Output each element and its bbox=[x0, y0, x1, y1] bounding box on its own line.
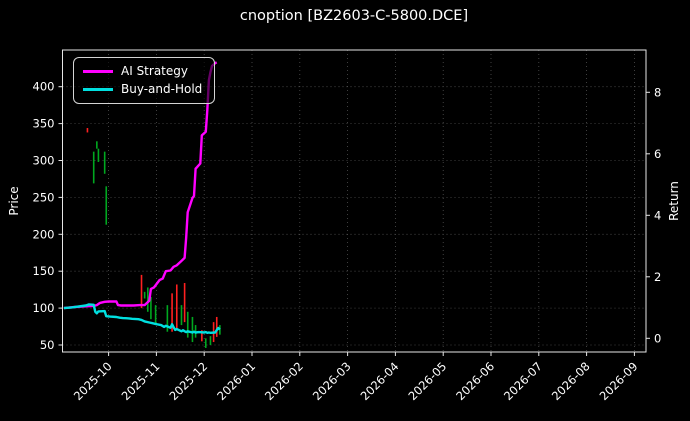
right-tick-label: 8 bbox=[654, 85, 661, 99]
right-tick-label: 6 bbox=[654, 147, 661, 161]
candle-green bbox=[150, 297, 152, 320]
left-tick-label: 300 bbox=[33, 154, 55, 168]
x-tick-label: 2026-03 bbox=[310, 359, 354, 403]
candle-red bbox=[175, 284, 178, 331]
legend[interactable]: AI Strategy Buy-and-Hold bbox=[73, 57, 215, 104]
left-tick-label: 150 bbox=[33, 264, 55, 278]
candle-green bbox=[219, 325, 221, 335]
x-tick-label: 2025-11 bbox=[119, 359, 163, 403]
right-tick-label: 2 bbox=[654, 270, 661, 284]
chart-title: cnoption [BZ2603-C-5800.DCE] bbox=[239, 8, 469, 24]
candle-red bbox=[171, 293, 173, 332]
left-tick-label: 50 bbox=[40, 338, 55, 352]
candle-red bbox=[86, 128, 89, 133]
candle-green bbox=[96, 141, 98, 149]
x-tick-label: 2026-05 bbox=[405, 359, 449, 403]
left-tick-label: 200 bbox=[33, 227, 55, 241]
candle-green bbox=[154, 305, 157, 326]
x-tick-label: 2026-01 bbox=[214, 359, 258, 403]
candle-red bbox=[201, 330, 203, 342]
candle-green bbox=[191, 316, 194, 343]
buy-and-hold-line-swatch bbox=[83, 87, 113, 91]
candle-green bbox=[204, 338, 207, 348]
x-tick-label: 2026-06 bbox=[453, 359, 497, 403]
candle-green bbox=[180, 305, 183, 326]
ai-strategy-line bbox=[63, 61, 218, 310]
candle-green bbox=[97, 148, 100, 162]
candle-green bbox=[166, 305, 169, 332]
buy-and-hold-line bbox=[63, 303, 221, 334]
plot-border bbox=[62, 49, 647, 353]
left-tick-label: 250 bbox=[33, 190, 55, 204]
legend-label-ai-strategy: AI Strategy bbox=[121, 64, 188, 78]
candle-green bbox=[209, 336, 212, 345]
candle-green bbox=[186, 311, 189, 338]
x-tick-label: 2025-12 bbox=[166, 359, 210, 403]
right-tick-label: 0 bbox=[654, 331, 661, 345]
candle-green bbox=[146, 287, 149, 312]
candle-red bbox=[140, 274, 143, 309]
x-tick-label: 2025-10 bbox=[71, 359, 115, 403]
left-tick-label: 400 bbox=[33, 80, 55, 94]
candle-green bbox=[143, 291, 146, 299]
legend-item-ai-strategy[interactable]: AI Strategy bbox=[83, 64, 204, 78]
ai-strategy-line-swatch bbox=[83, 69, 113, 73]
candle-green bbox=[105, 186, 108, 225]
legend-item-buy-and-hold[interactable]: Buy-and-Hold bbox=[83, 82, 204, 96]
legend-label-buy-and-hold: Buy-and-Hold bbox=[121, 82, 203, 96]
left-tick-label: 100 bbox=[33, 301, 55, 315]
x-tick-label: 2026-04 bbox=[358, 359, 402, 403]
x-tick-label: 2026-08 bbox=[549, 359, 593, 403]
candle-red bbox=[215, 316, 218, 337]
candle-red bbox=[183, 283, 186, 323]
candle-green bbox=[103, 151, 106, 174]
x-tick-label: 2026-02 bbox=[262, 359, 306, 403]
x-tick-label: 2026-07 bbox=[501, 359, 545, 403]
right-tick-label: 4 bbox=[654, 208, 661, 222]
candle-green bbox=[92, 151, 95, 184]
left-tick-label: 350 bbox=[33, 117, 55, 131]
x-tick-label: 2026-09 bbox=[597, 359, 641, 403]
